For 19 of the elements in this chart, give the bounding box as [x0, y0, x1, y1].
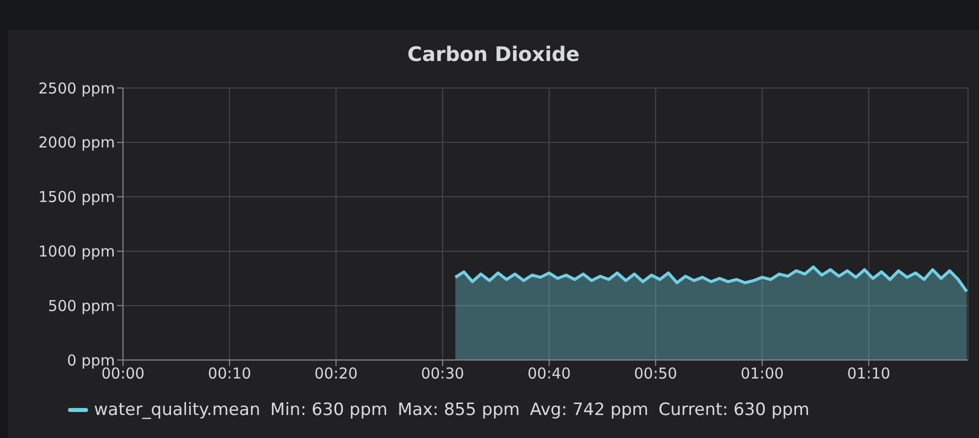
text: Current: 630 ppm — [658, 400, 810, 420]
text: Max: 855 ppm — [398, 400, 520, 420]
y-tick-label: 2000 ppm — [38, 134, 115, 152]
y-tick-label: 1500 ppm — [38, 188, 115, 206]
text: Avg: 742 ppm — [530, 400, 648, 420]
y-tick-label: 500 ppm — [48, 296, 115, 315]
x-tick-label: 00:00 — [101, 364, 145, 383]
x-tick-label: 00:40 — [528, 364, 571, 383]
y-tick-label: 1000 ppm — [38, 242, 115, 261]
x-tick-label: 01:10 — [847, 364, 890, 383]
legend-label: water_quality.mean — [94, 400, 260, 420]
chart-title: Carbon Dioxide — [406, 42, 581, 66]
x-tick-label: 00:50 — [634, 364, 678, 383]
x-tick-label: 00:10 — [208, 364, 252, 383]
y-tick-label: 2500 ppm — [38, 79, 115, 98]
x-tick-label: 00:30 — [420, 364, 464, 383]
x-tick-label: 01:00 — [740, 364, 784, 383]
x-tick-label: 00:20 — [314, 364, 358, 383]
text: Min: 630 ppm — [270, 400, 388, 420]
